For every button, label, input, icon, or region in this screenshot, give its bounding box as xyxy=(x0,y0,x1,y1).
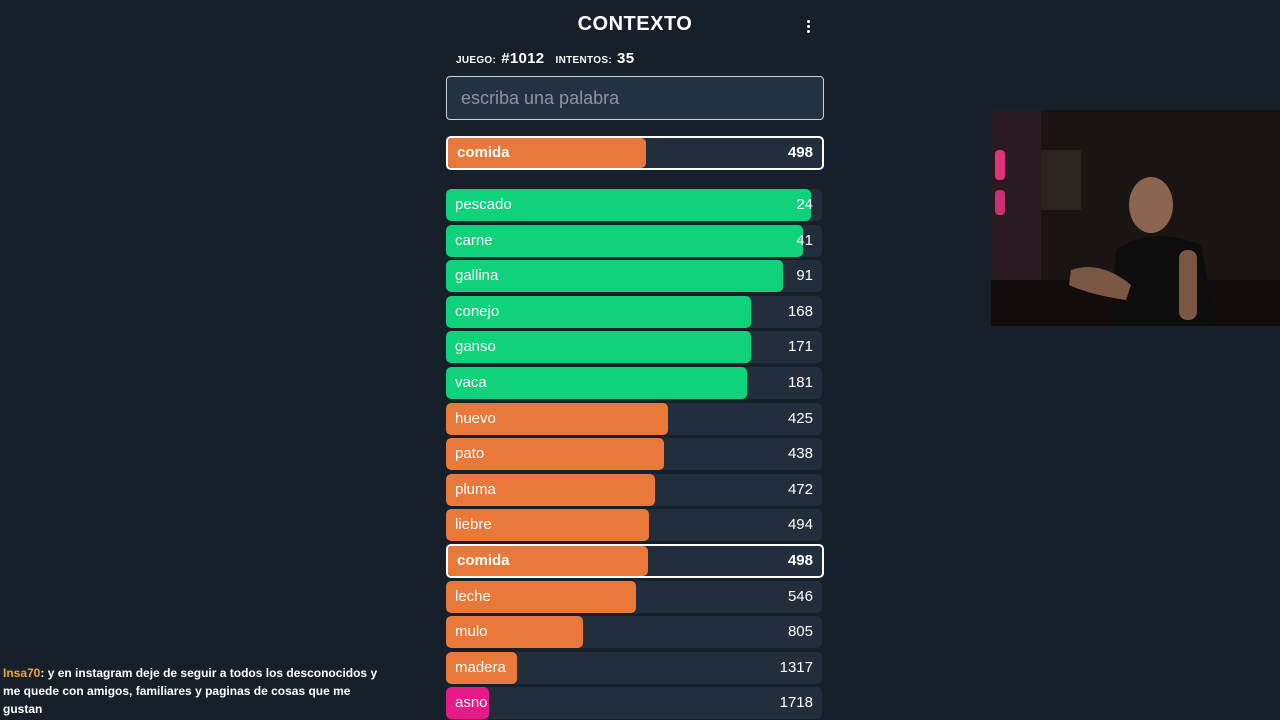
guess-row: mulo 805 xyxy=(446,616,822,648)
guess-row-fill xyxy=(446,438,665,470)
guess-row-current: comida 498 xyxy=(446,544,824,578)
webcam-overlay xyxy=(991,110,1280,326)
guess-rank: 438 xyxy=(787,445,813,462)
guess-rank: 498 xyxy=(787,552,813,569)
guess-row-fill xyxy=(446,652,518,684)
guess-rank: 24 xyxy=(796,196,813,213)
game-number: #1012 xyxy=(501,50,545,67)
guess-row-fill xyxy=(446,581,636,613)
guess-rank: 181 xyxy=(787,374,813,391)
guess-row: pescado 24 xyxy=(446,189,822,221)
chat-message: Insa70: y en instagram deje de seguir a … xyxy=(3,664,383,718)
guess-word: vaca xyxy=(455,374,487,391)
guess-word: conejo xyxy=(455,303,500,320)
guess-row: asno 1718 xyxy=(446,687,822,719)
guess-word: pescado xyxy=(455,196,512,213)
guess-row-fill xyxy=(446,189,811,221)
more-vertical-icon xyxy=(806,19,810,23)
guess-rank: 546 xyxy=(787,588,813,605)
guess-word: madera xyxy=(455,659,506,676)
webcam-image xyxy=(991,110,1280,326)
guess-word: mulo xyxy=(455,623,488,640)
guess-row: pato 438 xyxy=(446,438,822,470)
word-input[interactable] xyxy=(446,76,824,120)
guess-word: gallina xyxy=(455,267,499,284)
guess-word: asno xyxy=(455,694,488,711)
guess-row-fill xyxy=(446,616,584,648)
guess-row-fill xyxy=(446,687,490,719)
guess-row-fill xyxy=(446,225,804,257)
guess-row: huevo 425 xyxy=(446,403,822,435)
chat-username: Insa70 xyxy=(3,666,41,680)
guess-word: carne xyxy=(455,232,493,249)
page-title: CONTEXTO xyxy=(577,13,693,35)
chat-text: : y en instagram deje de seguir a todos … xyxy=(3,666,378,716)
guess-word: comida xyxy=(457,552,510,569)
more-vertical-icon-dot xyxy=(806,29,810,33)
current-guess-word: comida xyxy=(457,144,510,161)
guess-row-fill xyxy=(446,331,751,363)
guess-rank: 472 xyxy=(787,481,813,498)
guess-rank: 91 xyxy=(796,267,813,284)
current-guess-fill xyxy=(448,138,647,168)
attempts-label: INTENTOS: xyxy=(555,55,612,66)
guess-row: pluma 472 xyxy=(446,474,822,506)
guess-row: madera 1317 xyxy=(446,652,822,684)
guess-row: vaca 181 xyxy=(446,367,822,399)
guess-rank: 168 xyxy=(787,303,813,320)
current-guess-rank: 498 xyxy=(787,144,813,161)
guess-row-fill xyxy=(446,509,650,541)
guess-rank: 805 xyxy=(787,623,813,640)
guess-row: conejo 168 xyxy=(446,296,822,328)
guess-rank: 171 xyxy=(787,338,813,355)
guess-rank: 1718 xyxy=(779,694,813,711)
guess-row: liebre 494 xyxy=(446,509,822,541)
more-vertical-icon-dot xyxy=(806,24,810,28)
guess-word: pato xyxy=(455,445,485,462)
guess-word: ganso xyxy=(455,338,496,355)
game-stats: JUEGO: #1012 INTENTOS: 35 xyxy=(456,50,642,67)
guess-rank: 494 xyxy=(787,516,813,533)
guess-rank: 1317 xyxy=(779,659,813,676)
guess-row: leche 546 xyxy=(446,581,822,613)
guess-row-fill xyxy=(446,296,751,328)
menu-button[interactable] xyxy=(798,14,818,38)
guess-row-fill xyxy=(448,546,649,576)
guess-row-fill xyxy=(446,474,655,506)
guess-word: leche xyxy=(455,588,491,605)
guess-row-fill xyxy=(446,367,747,399)
current-guess-row: comida 498 xyxy=(446,136,824,170)
guess-rank: 425 xyxy=(787,410,813,427)
guess-row: gallina 91 xyxy=(446,260,822,292)
guess-word: huevo xyxy=(455,410,496,427)
contexto-app: CONTEXTO JUEGO: #1012 INTENTOS: 35 comid… xyxy=(446,0,824,720)
guess-row: carne 41 xyxy=(446,225,822,257)
guess-row-fill xyxy=(446,260,783,292)
game-label: JUEGO: xyxy=(456,55,497,66)
guess-row: ganso 171 xyxy=(446,331,822,363)
guess-rank: 41 xyxy=(796,232,813,249)
attempts-count: 35 xyxy=(617,50,635,67)
guess-word: pluma xyxy=(455,481,496,498)
guess-word: liebre xyxy=(455,516,492,533)
guess-row-fill xyxy=(446,403,668,435)
